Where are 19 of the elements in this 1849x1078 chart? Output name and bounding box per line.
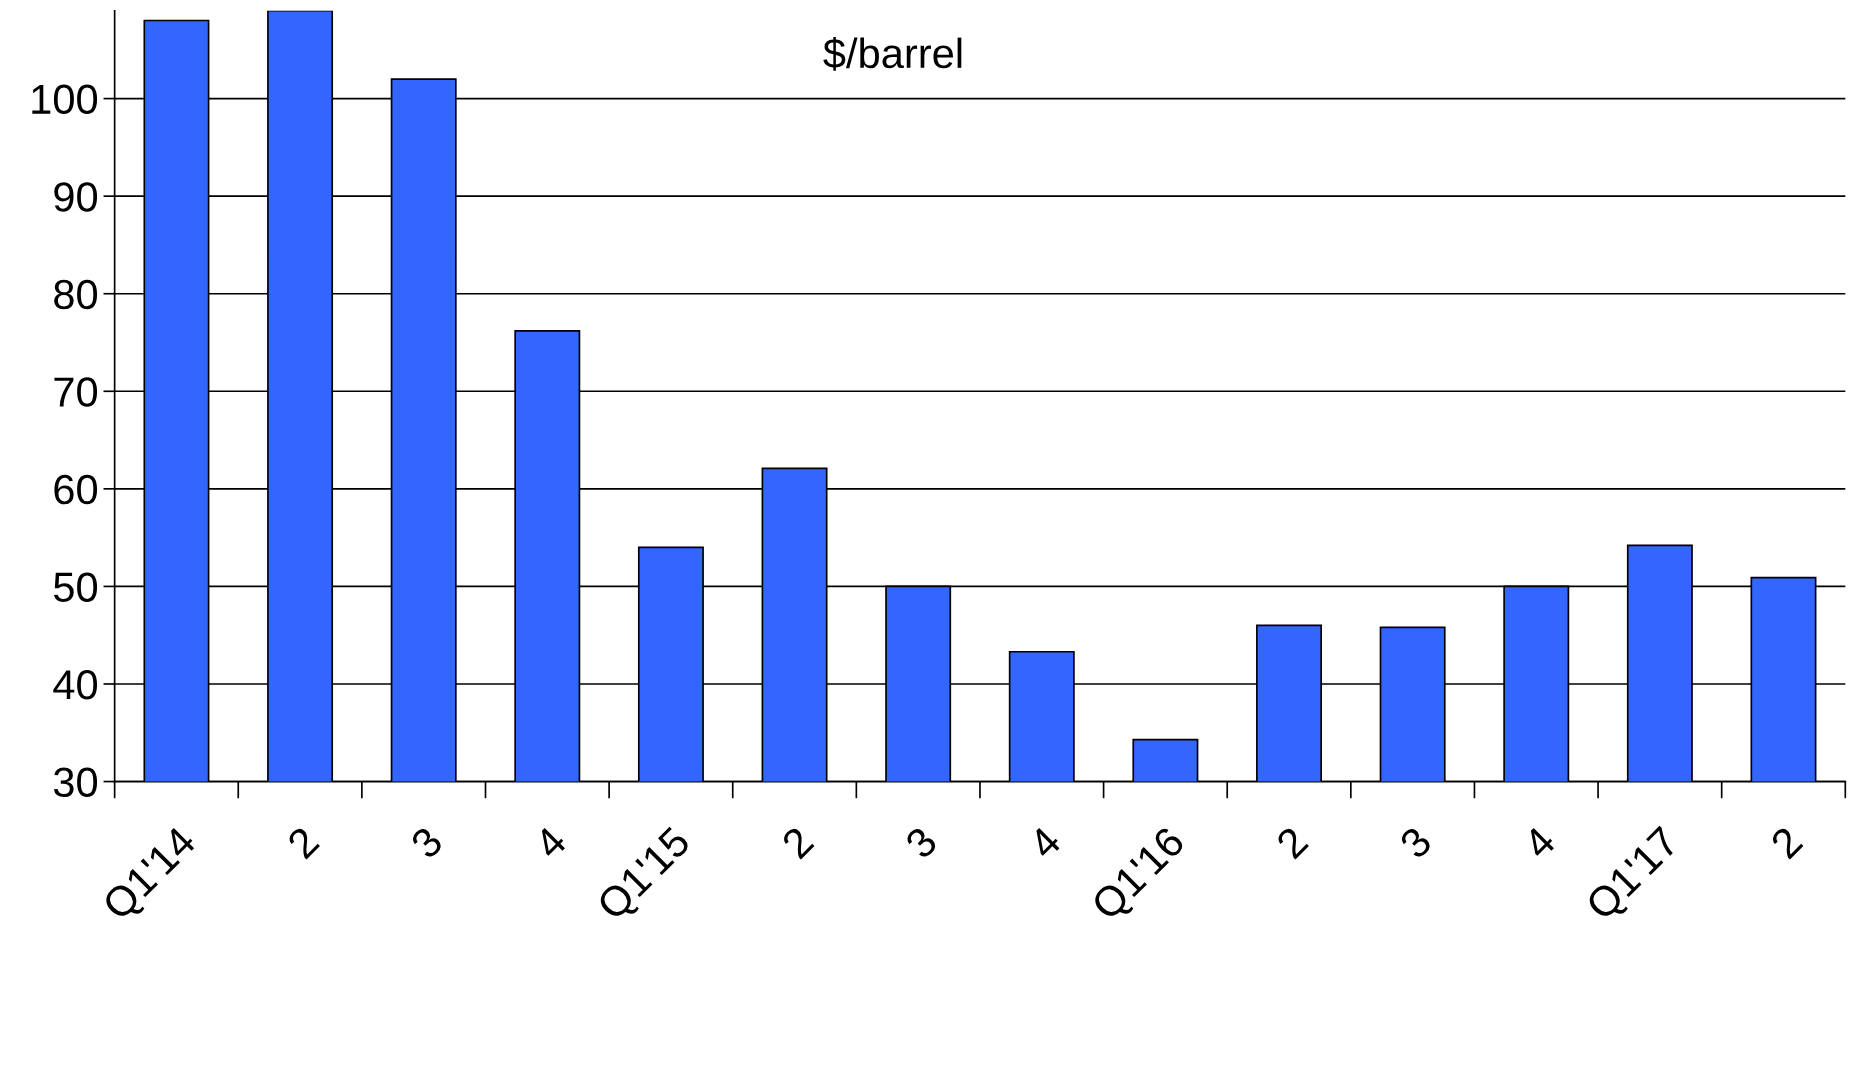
x-tick-label: 3 [409, 825, 445, 861]
x-tick-label: 2 [1769, 825, 1804, 860]
x-tick-label: 4 [532, 825, 568, 861]
x-tick-label: 3 [903, 825, 939, 861]
x-tick-label: 2 [1274, 825, 1309, 860]
text: $/barrel [823, 36, 962, 71]
y-tick-label: 100 [32, 84, 98, 115]
x-tick-label: 3 [1398, 825, 1433, 861]
x-tick-label: 2 [780, 825, 815, 860]
y-tick-label: 80 [54, 279, 98, 310]
x-tick-label: 4 [1027, 825, 1063, 861]
y-tick-label: 70 [54, 377, 98, 407]
y-tick-label: 60 [54, 474, 98, 505]
y-tick-label: 50 [53, 572, 98, 602]
x-tick-label: 2 [285, 825, 320, 860]
x-tick-label: 4 [1521, 825, 1557, 861]
y-tick-label: 30 [53, 767, 98, 798]
y-tick-label: 90 [54, 182, 98, 212]
y-tick-label: 40 [53, 669, 98, 700]
